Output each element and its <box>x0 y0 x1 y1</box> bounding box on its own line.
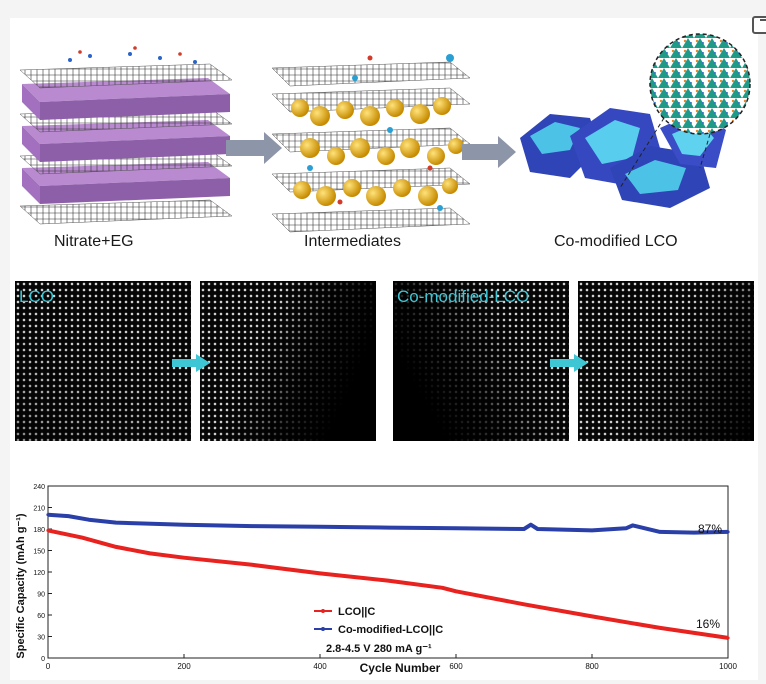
tem-arrow-2-icon <box>550 354 588 372</box>
data-point <box>66 514 70 518</box>
x-tick-label: 200 <box>177 662 191 671</box>
legend-label-co-modified-lco-c: Co-modified-LCO||C <box>338 624 443 636</box>
y-tick-label: 90 <box>37 592 45 599</box>
tem-label-co-modified-lco: Co-modified-LCO <box>397 287 530 306</box>
data-point <box>87 518 91 522</box>
data-point <box>182 556 186 560</box>
data-point <box>624 526 628 530</box>
x-tick-label: 1000 <box>719 662 737 671</box>
data-point <box>114 545 118 549</box>
chart-axes: 0 200 400 600 800 1000 0 30 60 90 120 150 180 210 240 <box>33 484 737 671</box>
data-point <box>114 520 118 525</box>
chart-series <box>46 512 730 640</box>
data-point <box>692 530 696 535</box>
data-point <box>590 614 594 619</box>
data-point <box>318 525 322 529</box>
tem-image-co-modified-lco-2 <box>578 281 754 441</box>
schematic-label-intermediates: Intermediates <box>304 233 401 250</box>
series-line-co-modified-lco-c <box>47 512 729 535</box>
x-tick-label: 0 <box>46 662 51 671</box>
figure: Nitrate+EG Intermediates Co-modified LCO… <box>10 16 766 680</box>
data-point <box>522 527 526 531</box>
data-point <box>182 523 186 527</box>
schematic-label-nitrate-eg: Nitrate+EG <box>54 233 134 250</box>
series-line-lco-c <box>47 528 729 640</box>
data-point <box>536 527 540 531</box>
x-tick-label: 600 <box>449 662 463 671</box>
x-tick-label: 800 <box>585 662 599 671</box>
process-arrow-1 <box>226 132 282 164</box>
data-point <box>726 636 730 640</box>
intermediates-stack <box>271 54 471 233</box>
tem-image-co-modified-lco-1: Co-modified-LCO <box>393 281 569 441</box>
data-point <box>726 530 730 534</box>
y-tick-label: 0 <box>41 656 45 663</box>
tem-arrow-1-icon <box>172 354 210 372</box>
tem-label-lco: LCO <box>19 287 54 306</box>
annotation-87-percent: 87% <box>698 522 722 536</box>
tem-image-lco-2 <box>200 281 376 441</box>
legend-condition: 2.8-4.5 V 280 mA g⁻¹ <box>326 643 432 655</box>
expand-icon[interactable] <box>752 16 766 34</box>
chart-legend: LCO||C Co-modified-LCO||C 2.8-4.5 V 280 … <box>314 606 443 655</box>
schematic-label-co-modified-lco: Co-modified LCO <box>554 233 678 250</box>
y-axis-title: Specific Capacity (mAh g⁻¹) <box>15 513 27 659</box>
data-point <box>386 579 390 583</box>
y-tick-label: 60 <box>37 613 45 620</box>
x-tick-label: 400 <box>313 662 327 671</box>
data-point <box>250 524 254 528</box>
data-point <box>250 563 254 567</box>
y-tick-label: 180 <box>33 527 45 534</box>
data-point <box>80 536 84 540</box>
x-axis-title: Cycle Number <box>360 661 441 675</box>
tem-image-lco-1: LCO <box>15 281 191 441</box>
annotation-16-percent: 16% <box>696 617 720 631</box>
data-point <box>658 626 662 630</box>
data-point <box>631 523 635 528</box>
capacity-chart: 0 200 400 600 800 10000306090120150180210240 … <box>15 484 737 675</box>
y-tick-label: 210 <box>33 506 45 513</box>
data-point <box>46 513 50 517</box>
data-point <box>454 526 458 530</box>
data-point <box>440 586 444 590</box>
data-point <box>318 571 322 576</box>
process-arrow-2 <box>462 136 516 168</box>
data-point <box>522 602 526 606</box>
data-point <box>46 528 50 533</box>
y-tick-label: 240 <box>33 484 45 491</box>
data-point <box>529 523 533 527</box>
nitrate-eg-stack <box>19 46 233 225</box>
data-point <box>148 551 152 555</box>
data-point <box>386 525 390 530</box>
y-tick-label: 120 <box>33 570 45 577</box>
co-modified-lco-particles <box>520 33 751 208</box>
data-point <box>590 528 594 533</box>
data-point <box>658 530 662 534</box>
y-tick-label: 150 <box>33 549 45 556</box>
schematic-illustration <box>19 33 751 233</box>
legend-label-lco-c: LCO||C <box>338 606 375 618</box>
y-tick-label: 30 <box>37 635 45 642</box>
data-point <box>454 589 458 593</box>
